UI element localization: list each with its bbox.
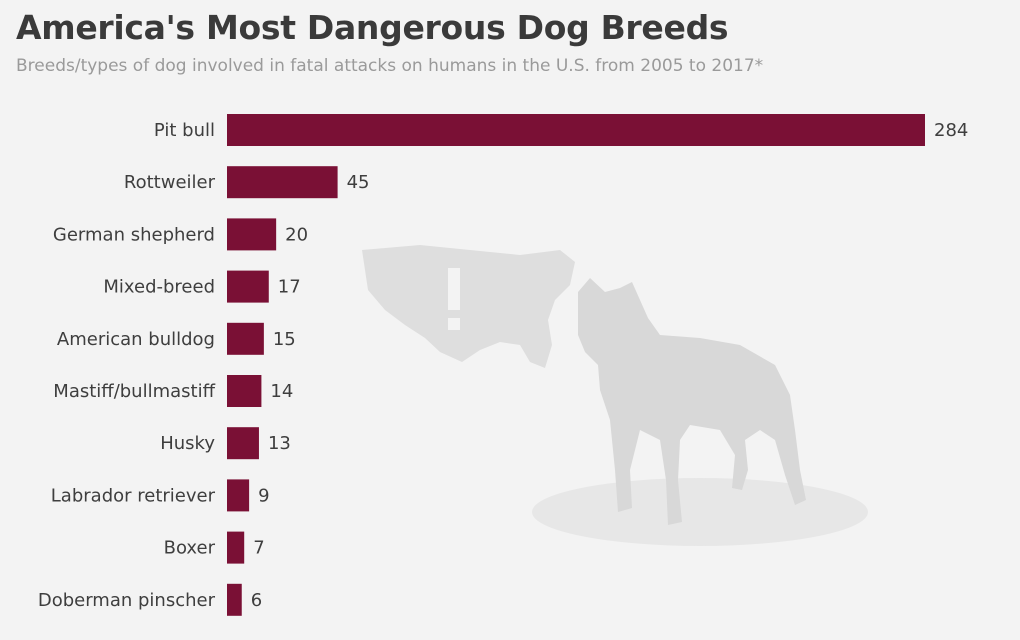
bar (227, 322, 264, 355)
exclamation-dot (448, 318, 460, 330)
value-label: 13 (268, 433, 291, 454)
dog-silhouette (578, 278, 806, 525)
value-label: 14 (270, 381, 293, 402)
category-label: Mixed-breed (103, 277, 215, 298)
category-label: Husky (160, 433, 215, 454)
category-label: Boxer (164, 538, 216, 559)
background-illustration (362, 245, 868, 546)
category-label: Rottweiler (124, 172, 216, 193)
bar (227, 166, 338, 199)
value-label: 17 (278, 277, 301, 298)
bar (227, 375, 262, 407)
value-label: 284 (934, 120, 968, 141)
bar (227, 270, 269, 303)
exclamation-bar (448, 268, 460, 310)
category-label: Pit bull (154, 120, 215, 141)
bar (227, 427, 259, 460)
value-label: 6 (251, 590, 262, 611)
value-label: 9 (258, 485, 269, 506)
us-map-silhouette (362, 245, 575, 368)
bars-group: Pit bull 284 Rottweiler 45 German shepherd 20… (38, 114, 968, 616)
chart-subtitle: Breeds/types of dog involved in fatal at… (16, 56, 764, 76)
bar (227, 479, 250, 512)
category-label: Labrador retriever (51, 485, 216, 506)
value-label: 45 (347, 172, 370, 193)
bar (227, 531, 245, 564)
bar (227, 218, 277, 251)
chart-title: America's Most Dangerous Dog Breeds (16, 8, 729, 47)
category-label: German shepherd (53, 224, 215, 245)
value-label: 15 (273, 329, 296, 350)
bar (227, 114, 925, 146)
category-label: Mastiff/bullmastiff (53, 381, 215, 402)
bar (227, 583, 242, 616)
category-label: American bulldog (57, 329, 215, 350)
value-label: 7 (253, 538, 264, 559)
category-label: Doberman pinscher (38, 590, 216, 611)
dog-shadow-ellipse (532, 478, 868, 546)
value-label: 20 (285, 224, 308, 245)
